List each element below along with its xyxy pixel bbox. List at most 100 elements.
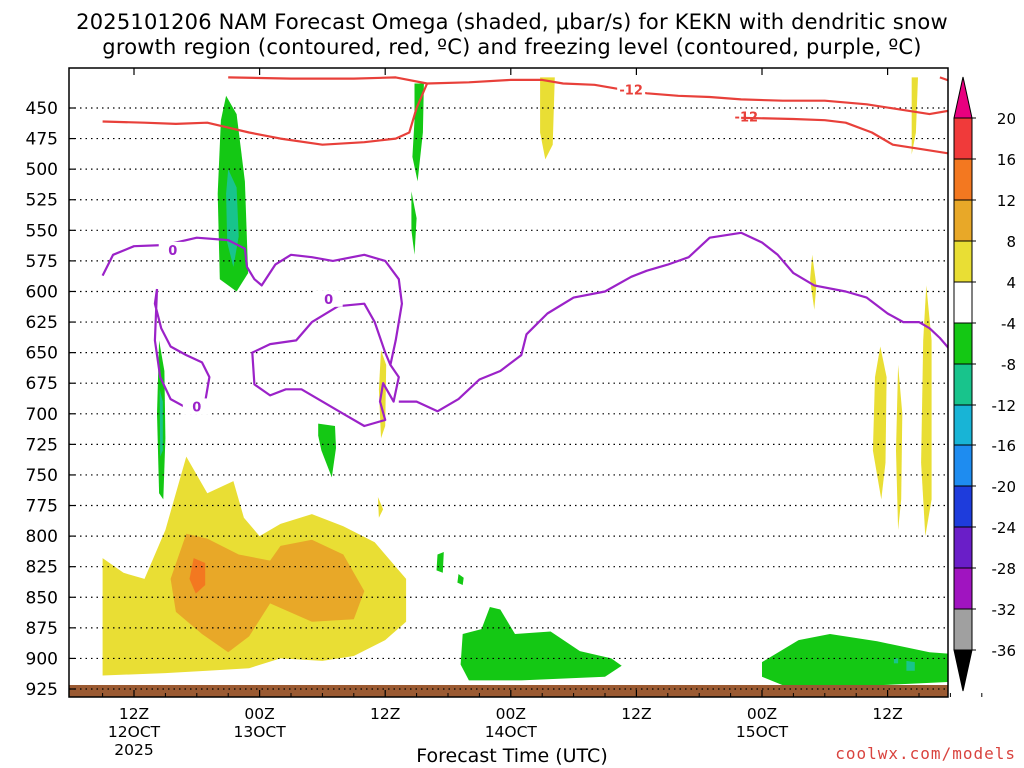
y-tick-label-600: 600 xyxy=(26,282,58,302)
axes: 450 475 500 525 550 575 600 625 650 675 700 725 750 7… xyxy=(26,67,983,759)
x-tick-label-36-1: 00Z xyxy=(496,705,526,723)
omega-region-descent-low-9-orange xyxy=(170,533,365,653)
colorbar-label-4: 4 xyxy=(1006,274,1016,292)
colorbar-label--36: -36 xyxy=(992,642,1017,660)
colorbar-bin--28 xyxy=(953,526,973,569)
colorbar-bin-8 xyxy=(953,199,973,242)
y-tick-label-825: 825 xyxy=(26,558,58,578)
contour-freezing-level-0C-left xyxy=(153,288,211,409)
contour-label-bg xyxy=(732,108,761,125)
contour-label-freezing-level-0C: 0 xyxy=(168,244,177,259)
y-tick-label-775: 775 xyxy=(26,497,58,517)
y-tick-label-575: 575 xyxy=(26,252,58,272)
x-tick-label-0-1: 12Z xyxy=(119,705,149,723)
colorbar-bin--12 xyxy=(953,363,973,406)
omega-region-ascent-low-8-dot xyxy=(893,658,899,664)
x-tick-label-36-2: 14OCT xyxy=(485,723,538,741)
colorbar-label-16: 16 xyxy=(997,151,1016,169)
omega-region-ascent-blob-4 xyxy=(318,423,336,478)
contour-label-freezing-level-0C-main: 0 xyxy=(324,293,333,308)
y-tick-label-650: 650 xyxy=(26,344,58,364)
omega-region-ascent-spike-2b xyxy=(411,191,417,255)
contour-label-bg xyxy=(158,241,187,258)
contour-snow-growth-12C-right xyxy=(741,116,948,155)
omega-region-ascent-low-7 xyxy=(460,607,622,681)
colorbar-bin-16 xyxy=(953,117,973,160)
omega-region-ascent-low-8-core xyxy=(906,660,915,671)
colorbar-label--20: -20 xyxy=(992,478,1017,496)
contour-label-bg xyxy=(314,290,343,307)
contour-label-bg xyxy=(182,398,211,415)
colorbar-label--8: -8 xyxy=(1001,356,1016,374)
x-tick-label-12-2: 13OCT xyxy=(233,723,286,741)
y-tick-label-475: 475 xyxy=(26,130,58,150)
y-tick-label-875: 875 xyxy=(26,619,58,639)
y-tick-label-750: 750 xyxy=(26,466,58,486)
omega-region-descent-top-1 xyxy=(540,77,555,160)
colorbar-label-12: 12 xyxy=(997,192,1016,210)
y-tick-label-625: 625 xyxy=(26,313,58,333)
y-tick-label-850: 850 xyxy=(26,588,58,608)
credit-link[interactable]: coolwx.com/models xyxy=(835,744,1016,763)
contour-label-bg xyxy=(617,81,646,98)
omega-region-ascent-column-1-core xyxy=(226,169,239,267)
colorbar-bin--4 xyxy=(953,281,973,324)
omega-region-descent-mid-3b xyxy=(377,497,384,518)
contour-freezing-level-0C-main xyxy=(398,231,948,413)
omega-region-ascent-column-3-core xyxy=(159,389,163,457)
x-tick-label-48-1: 12Z xyxy=(621,705,651,723)
colorbar-label-8: 8 xyxy=(1006,233,1016,251)
colorbar-label--16: -16 xyxy=(992,437,1017,455)
colorbar-bin--36 xyxy=(953,608,973,651)
chart-title-line1: 2025101206 NAM Forecast Omega (shaded, μ… xyxy=(76,10,948,34)
omega-region-descent-top-2 xyxy=(911,77,918,155)
x-tick-label-0-2: 12OCT xyxy=(108,723,161,741)
x-tick-label-24-1: 12Z xyxy=(370,705,400,723)
y-tick-label-800: 800 xyxy=(26,527,58,547)
colorbar-label--28: -28 xyxy=(992,560,1017,578)
contour-label-freezing-level-0C-left: 0 xyxy=(192,400,201,415)
x-tick-label-72-1: 12Z xyxy=(872,705,902,723)
x-tick-label-60-1: 00Z xyxy=(747,705,777,723)
colorbar-label-20: 20 xyxy=(997,110,1016,128)
colorbar-bin-bottom xyxy=(953,649,973,692)
y-tick-label-725: 725 xyxy=(26,435,58,455)
omega-region-descent-mid-6 xyxy=(896,364,903,530)
x-axis-label: Forecast Time (UTC) xyxy=(416,745,608,767)
colorbar-bin--24 xyxy=(953,485,973,528)
y-tick-label-550: 550 xyxy=(26,221,58,241)
omega-region-ascent-dot-6 xyxy=(457,574,464,585)
y-tick-label-925: 925 xyxy=(26,680,58,700)
omega-region-descent-mid-7 xyxy=(921,285,932,537)
y-tick-label-500: 500 xyxy=(26,160,58,180)
y-tick-label-525: 525 xyxy=(26,191,58,211)
colorbar-label--32: -32 xyxy=(992,601,1017,619)
y-tick-label-675: 675 xyxy=(26,374,58,394)
colorbar-bin-12 xyxy=(953,158,973,201)
colorbar-bin--32 xyxy=(953,567,973,610)
colorbar-bin--16 xyxy=(953,404,973,446)
plot-border xyxy=(68,67,949,698)
colorbar: 20 16 12 8 4 -4 -8 -12 -16 -20 -24 -28 -32 -36 xyxy=(953,76,1017,692)
ground-strip xyxy=(69,685,948,697)
colorbar-bin--20 xyxy=(953,444,973,487)
x-tick-label-0-3: 2025 xyxy=(114,741,153,759)
omega-region-descent-mid-4 xyxy=(810,254,817,310)
contour-snow-growth-12C-topright xyxy=(939,76,948,82)
colorbar-label--4: -4 xyxy=(1001,315,1016,333)
colorbar-label--12: -12 xyxy=(992,397,1017,415)
y-tick-label-900: 900 xyxy=(26,649,58,669)
colorbar-bin-4 xyxy=(953,240,973,283)
y-tick-label-450: 450 xyxy=(26,99,58,119)
contour-label-snow-growth-12C-upper: -12 xyxy=(619,84,643,99)
colorbar-label--24: -24 xyxy=(992,519,1017,537)
colorbar-bin-top xyxy=(953,76,973,119)
y-tick-label-700: 700 xyxy=(26,405,58,425)
colorbar-bin--8 xyxy=(953,322,973,365)
omega-region-ascent-low-8 xyxy=(762,634,948,686)
x-tick-label-12-1: 00Z xyxy=(244,705,274,723)
contour-freezing-level-0C xyxy=(101,236,403,428)
contour-snow-growth-12C-mid xyxy=(102,83,429,146)
